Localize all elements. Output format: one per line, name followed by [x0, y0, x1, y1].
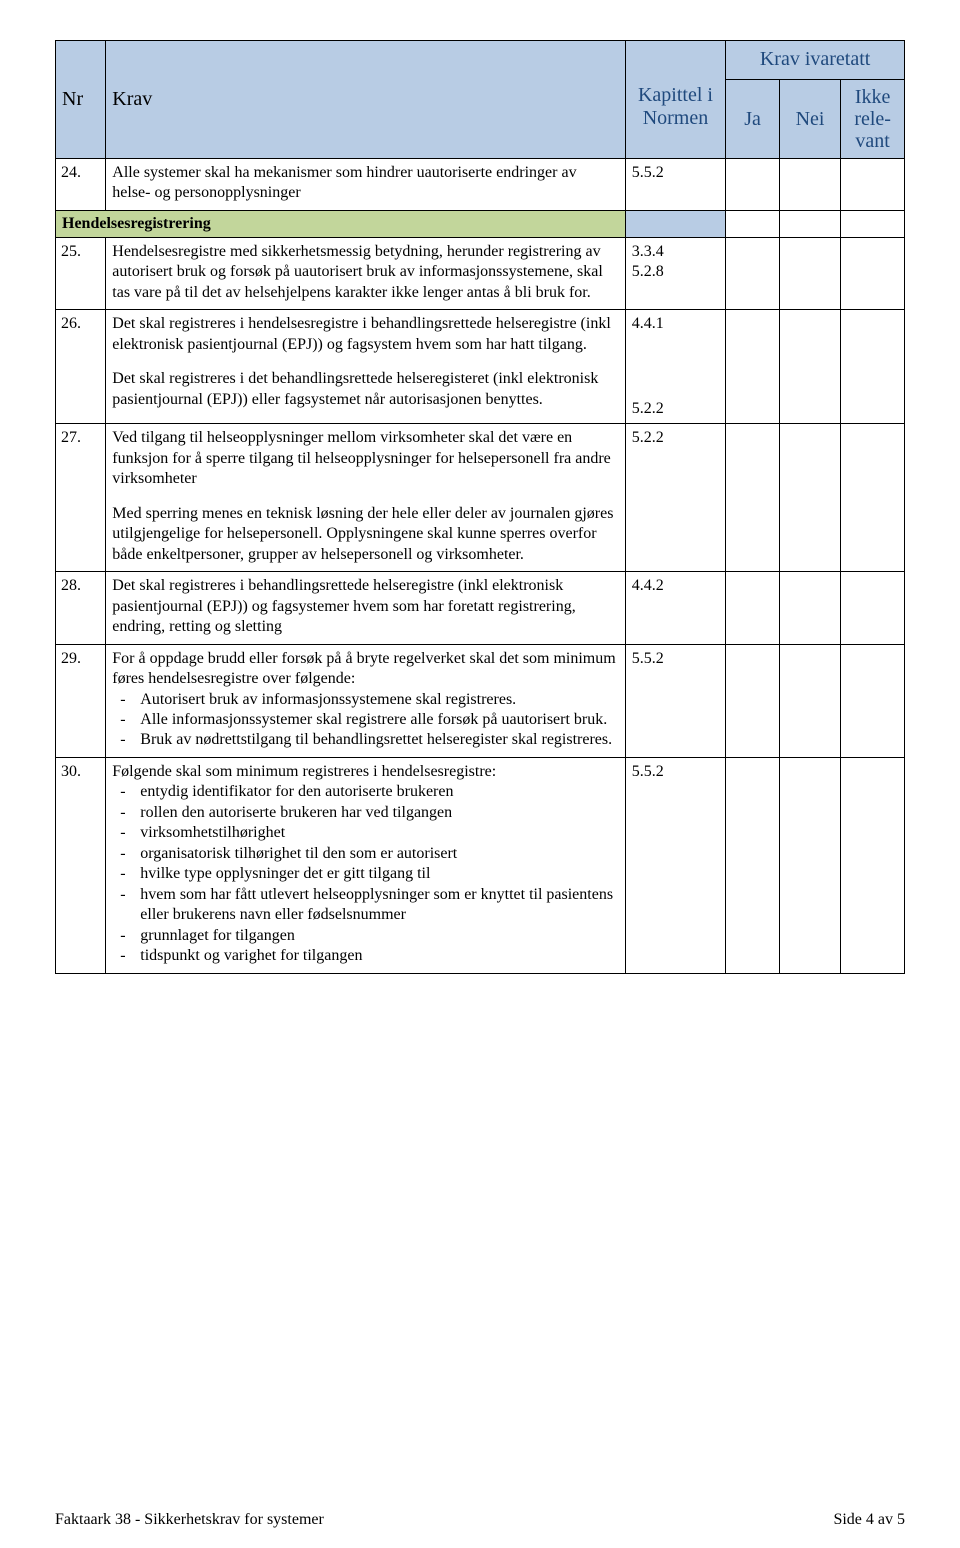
row-krav: Det skal registreres i hendelsesregistre… — [106, 310, 625, 424]
cell-rel — [841, 158, 905, 210]
row-nr: 28. — [56, 572, 106, 644]
cell-nei — [779, 158, 840, 210]
row-krav: Hendelsesregistre med sikkerhetsmessig b… — [106, 238, 625, 310]
table-row: 25. Hendelsesregistre med sikkerhetsmess… — [56, 238, 905, 310]
row-nr: 29. — [56, 644, 106, 757]
table-row: 24. Alle systemer skal ha mekanismer som… — [56, 158, 905, 210]
table-header-row-1: Nr Krav Kapittel i Normen Krav ivaretatt — [56, 41, 905, 80]
requirements-table: Nr Krav Kapittel i Normen Krav ivaretatt… — [55, 40, 905, 974]
table-row: 28. Det skal registreres i behandlingsre… — [56, 572, 905, 644]
page-footer: Faktaark 38 - Sikkerhetskrav for systeme… — [55, 1510, 905, 1530]
header-ja: Ja — [726, 79, 780, 158]
row-kap: 4.4.2 — [625, 572, 726, 644]
header-nei: Nei — [779, 79, 840, 158]
row-krav: Ved tilgang til helseopplysninger mellom… — [106, 424, 625, 572]
header-ivaretatt: Krav ivaretatt — [726, 41, 905, 80]
row-nr: 24. — [56, 158, 106, 210]
footer-left: Faktaark 38 - Sikkerhetskrav for systeme… — [55, 1511, 324, 1528]
row-krav: For å oppdage brudd eller forsøk på å br… — [106, 644, 625, 757]
cell-ja — [726, 158, 780, 210]
header-kapittel: Kapittel i Normen — [625, 41, 726, 159]
row-nr: 27. — [56, 424, 106, 572]
row-krav: Følgende skal som minimum registreres i … — [106, 757, 625, 973]
table-row: 27. Ved tilgang til helseopplysninger me… — [56, 424, 905, 572]
header-nr: Nr — [56, 41, 106, 159]
section-title: Hendelsesregistrering — [56, 210, 626, 237]
row-nr: 25. — [56, 238, 106, 310]
row-nr: 26. — [56, 310, 106, 424]
row-kap: 5.2.2 — [625, 424, 726, 572]
table-row: 30. Følgende skal som minimum registrere… — [56, 757, 905, 973]
row-kap: 4.4.1 5.2.2 — [625, 310, 726, 424]
row-kap: 5.5.2 — [625, 644, 726, 757]
header-ikke-relevant: Ikke rele-vant — [841, 79, 905, 158]
table-row: 26. Det skal registreres i hendelsesregi… — [56, 310, 905, 424]
header-krav: Krav — [106, 41, 625, 159]
row-nr: 30. — [56, 757, 106, 973]
row-kap: 5.5.2 — [625, 158, 726, 210]
footer-right: Side 4 av 5 — [833, 1510, 905, 1530]
row-kap: 5.5.2 — [625, 757, 726, 973]
row-krav: Alle systemer skal ha mekanismer som hin… — [106, 158, 625, 210]
section-row: Hendelsesregistrering — [56, 210, 905, 237]
row-krav: Det skal registreres i behandlingsretted… — [106, 572, 625, 644]
row-kap: 3.3.4 5.2.8 — [625, 238, 726, 310]
table-row: 29. For å oppdage brudd eller forsøk på … — [56, 644, 905, 757]
